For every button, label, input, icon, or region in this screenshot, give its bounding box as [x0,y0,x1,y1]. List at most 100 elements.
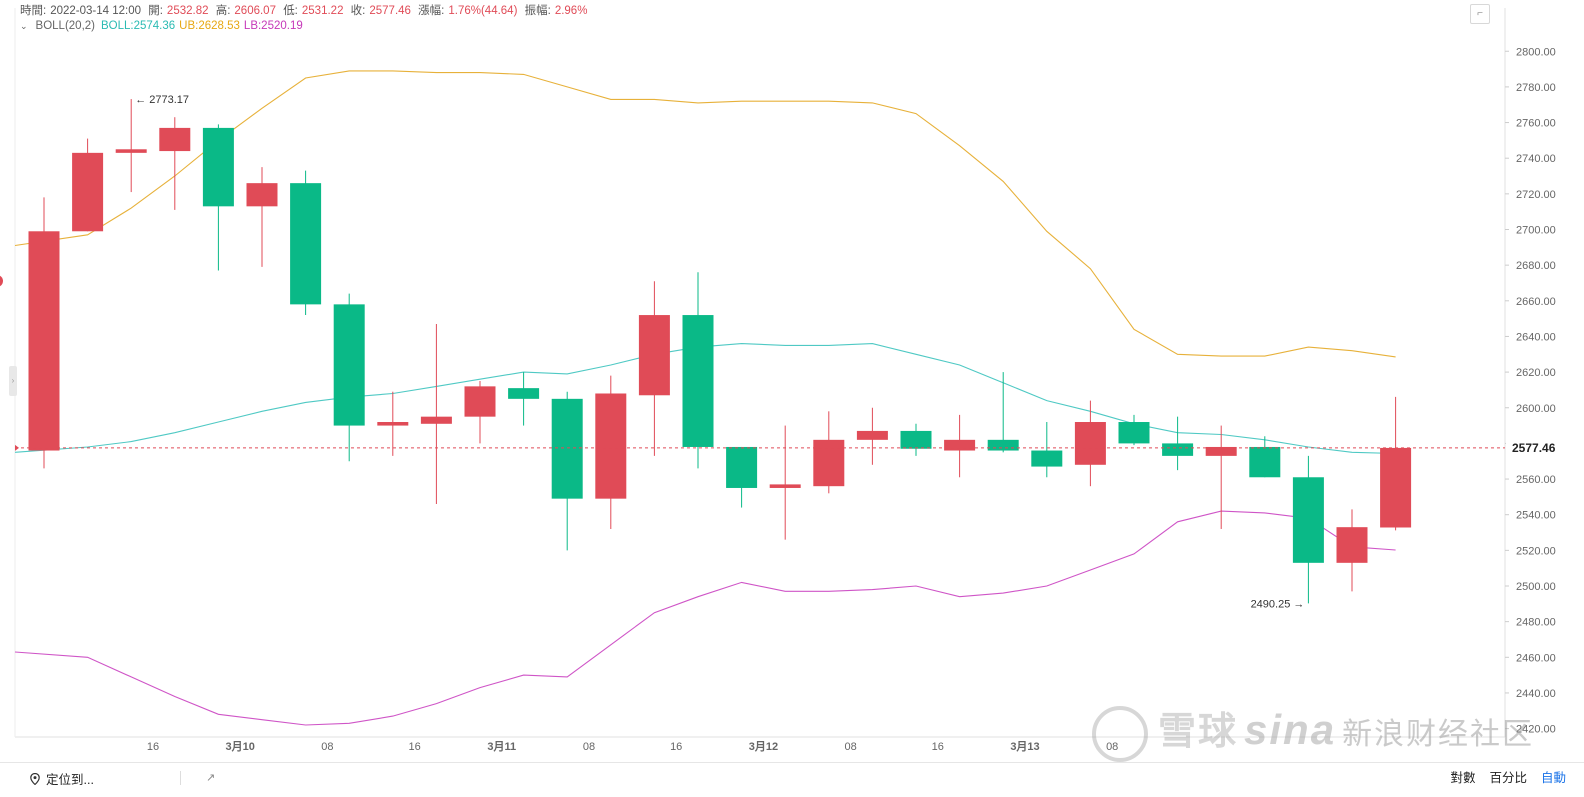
x-tick-label: 16 [147,741,159,753]
candle-body [638,315,670,396]
x-tick-label: 16 [670,741,682,753]
current-price-marker [15,444,19,451]
time-label: 時間: [20,5,47,17]
boll-legend: ⌄ BOLL(20,2) BOLL:2574.36 UB:2628.53 LB:2520… [20,20,303,32]
candle-body [595,393,627,499]
collapse-handle-icon[interactable]: › [9,366,17,396]
watermark-logo-icon [1092,705,1148,762]
boll-ub-value: UB:2628.53 [179,20,240,32]
y-tick-label: 2480.00 [1516,617,1556,629]
y-tick-label: 2420.00 [1516,724,1556,736]
amplitude-value: 2.96% [554,5,588,17]
boll-upper-line [14,70,1396,358]
scale-log-button[interactable]: 對數 [1450,771,1476,785]
close-value: 2577.46 [369,5,411,17]
boll-lb-value: LB:2520.19 [243,20,303,32]
boll-mid-line [14,343,1396,455]
high-label: 高: [215,5,231,17]
x-tick-label: 16 [408,741,420,753]
y-tick-label: 2560.00 [1516,474,1556,486]
boll-lower-line [14,510,1396,726]
candle-body [464,386,496,417]
location-pin-icon [30,772,40,785]
candle-body [551,398,583,499]
high-annotation: ← 2773.17 [135,94,189,106]
boll-mid-value: BOLL:2574.36 [101,20,176,32]
scale-percent-button[interactable]: 百分比 [1489,771,1527,785]
candle-body [987,439,1019,451]
candle-body [769,484,801,488]
y-tick-label: 2740.00 [1516,153,1556,165]
candle-body [1118,422,1150,444]
current-price-label: 2577.46 [1512,441,1556,455]
locate-button[interactable]: 定位到... [30,769,94,788]
edit-icon[interactable]: ↗ [206,772,216,784]
candle-body [1249,446,1281,478]
fullscreen-toggle-icon[interactable]: ⌐ [1470,4,1490,24]
y-tick-label: 2520.00 [1516,545,1556,557]
time-value: 2022-03-14 12:00 [50,5,142,17]
boll-name[interactable]: BOLL(20,2) [35,20,95,32]
y-tick-label: 2800.00 [1516,46,1556,58]
bottom-toolbar: 定位到... ↗ 對數 百分比 自動 [0,762,1584,797]
x-tick-label: 16 [932,741,944,753]
y-tick-label: 2460.00 [1516,652,1556,664]
candle-body [202,127,234,207]
x-tick-label: 08 [583,741,595,753]
candle-body [682,315,714,447]
watermark-text: 新浪财经社区 [1342,718,1535,751]
scale-auto-button[interactable]: 自動 [1540,771,1566,785]
candle-body [420,416,452,424]
x-tick-label: 08 [844,741,856,753]
scale-mode-group: 對數 百分比 自動 [1450,767,1566,786]
candle-body [900,430,932,449]
candle-body [508,388,540,399]
x-tick-label: 3月12 [749,740,778,753]
candle-body [246,183,278,207]
watermark: 雪球 sina 新浪财经社区 [1092,700,1534,762]
open-label: 開: [148,5,163,17]
left-edge-marker [0,275,3,287]
y-tick-label: 2640.00 [1516,331,1556,343]
y-tick-label: 2720.00 [1516,189,1556,201]
y-tick-label: 2780.00 [1516,82,1556,94]
candle-body [377,422,409,426]
candle-body [1074,422,1106,465]
chevron-down-icon[interactable]: ⌄ [20,21,28,31]
x-tick-label: 3月13 [1010,740,1039,753]
candle-body [1292,477,1324,563]
open-value: 2532.82 [166,5,209,17]
x-tick-label: 08 [321,741,333,753]
close-label: 收: [350,5,366,17]
y-tick-label: 2680.00 [1516,260,1556,272]
candle-body [813,439,845,487]
high-value: 2606.07 [234,5,276,17]
candle-body [28,231,60,451]
low-label: 低: [283,5,298,17]
candle-body [1031,450,1063,467]
y-tick-label: 2500.00 [1516,581,1556,593]
low-value: 2531.22 [301,5,344,17]
y-tick-label: 2620.00 [1516,367,1556,379]
toolbar-divider [180,771,181,785]
candle-body [159,127,191,152]
y-tick-label: 2760.00 [1516,118,1556,130]
current-price-bg [1506,438,1566,457]
low-annotation: 2490.25 → [1251,598,1305,610]
y-tick-label: 2440.00 [1516,688,1556,700]
amplitude-label: 振幅: [524,5,551,17]
y-tick-label: 2540.00 [1516,510,1556,522]
change-value: 1.76%(44.64) [448,5,518,17]
candle-body [290,183,322,305]
locate-label: 定位到... [46,773,94,787]
candle-body [333,304,365,426]
y-tick-label: 2600.00 [1516,403,1556,415]
candle-body [1205,446,1237,456]
y-tick-label: 2660.00 [1516,296,1556,308]
x-tick-label: 3月10 [226,740,255,753]
candle-body [1336,527,1368,563]
candle-body [1380,447,1412,528]
candle-body [944,439,976,451]
candle-body [726,446,758,488]
